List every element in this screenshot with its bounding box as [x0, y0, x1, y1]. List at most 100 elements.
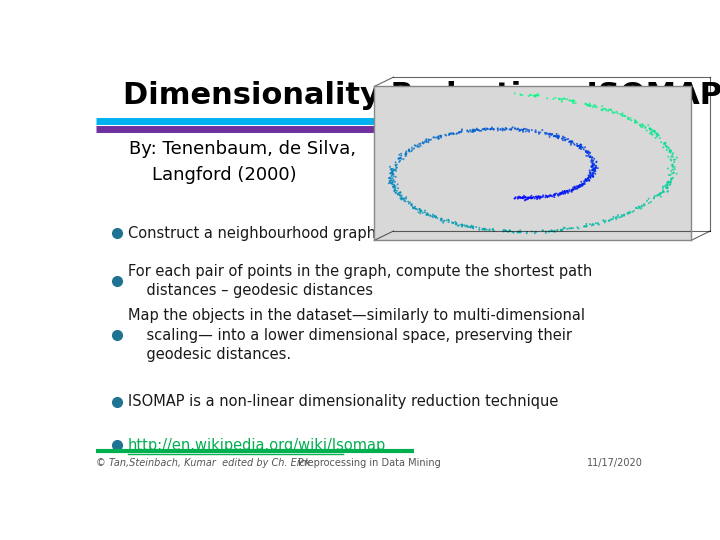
Point [590, 161, 602, 170]
Point [435, 214, 446, 223]
Point [667, 163, 678, 171]
Point [444, 129, 456, 138]
Point [584, 99, 595, 108]
Point [572, 141, 584, 150]
Point [588, 172, 599, 181]
Point [647, 131, 658, 139]
Point [383, 179, 395, 187]
Point [429, 212, 441, 221]
Point [657, 182, 669, 191]
Point [454, 128, 465, 137]
Point [419, 138, 431, 146]
Point [397, 155, 409, 164]
Point [662, 180, 673, 189]
Point [390, 178, 401, 186]
Point [582, 147, 594, 156]
Point [581, 147, 593, 156]
Point [665, 166, 677, 175]
Point [546, 130, 558, 138]
Point [552, 134, 564, 143]
Point [636, 123, 647, 132]
Point [556, 188, 567, 197]
Point [467, 223, 479, 232]
Point [539, 129, 551, 137]
Point [421, 210, 433, 218]
Point [477, 225, 488, 234]
Point [451, 219, 462, 227]
Point [408, 144, 420, 153]
Point [462, 222, 474, 231]
Point [443, 216, 454, 225]
Point [561, 187, 572, 195]
Point [387, 177, 399, 186]
Point [630, 117, 642, 125]
Point [387, 182, 399, 191]
Point [564, 137, 575, 146]
Point [550, 132, 562, 141]
Point [667, 151, 678, 159]
Point [549, 93, 561, 102]
Point [559, 133, 570, 142]
Point [665, 175, 677, 184]
Point [417, 138, 428, 146]
Point [566, 137, 577, 146]
Point [530, 192, 541, 201]
Point [639, 201, 650, 210]
Point [662, 164, 674, 173]
Point [622, 113, 634, 122]
Point [578, 177, 590, 186]
Point [567, 137, 578, 146]
Point [398, 194, 410, 202]
Point [600, 106, 612, 114]
Point [572, 184, 584, 192]
Point [652, 130, 663, 138]
Point [546, 130, 558, 138]
Point [437, 218, 449, 227]
Point [583, 101, 595, 110]
Point [574, 182, 585, 191]
Point [598, 105, 610, 113]
Point [667, 160, 678, 169]
Point [532, 90, 544, 98]
Point [432, 132, 444, 141]
Point [588, 168, 599, 177]
Point [598, 217, 610, 225]
Point [563, 224, 575, 233]
Point [580, 146, 591, 155]
Point [590, 164, 601, 172]
Point [583, 176, 595, 185]
Point [467, 126, 478, 134]
Point [403, 199, 415, 208]
Point [639, 201, 650, 210]
Point [557, 188, 568, 197]
Point [420, 211, 432, 219]
Point [453, 129, 464, 137]
Point [586, 221, 598, 230]
Point [430, 212, 441, 221]
Point [552, 226, 563, 234]
Point [574, 183, 585, 191]
Point [410, 202, 421, 211]
Point [477, 125, 489, 133]
Point [541, 129, 552, 137]
Point [390, 184, 401, 193]
Point [384, 174, 396, 183]
Text: By: Tenenbaum, de Silva,
    Langford (2000): By: Tenenbaum, de Silva, Langford (2000) [129, 140, 356, 184]
Point [646, 128, 657, 137]
Point [644, 124, 656, 133]
Point [393, 158, 405, 166]
Point [387, 166, 398, 175]
Point [584, 166, 595, 175]
Point [520, 195, 531, 204]
Point [480, 225, 491, 233]
Point [557, 134, 568, 143]
Point [423, 211, 434, 219]
Point [523, 126, 535, 134]
Point [566, 97, 577, 105]
Point [394, 188, 405, 197]
Point [492, 124, 503, 133]
Point [448, 130, 459, 138]
Point [433, 134, 445, 143]
Point [400, 147, 412, 156]
Point [630, 118, 642, 126]
